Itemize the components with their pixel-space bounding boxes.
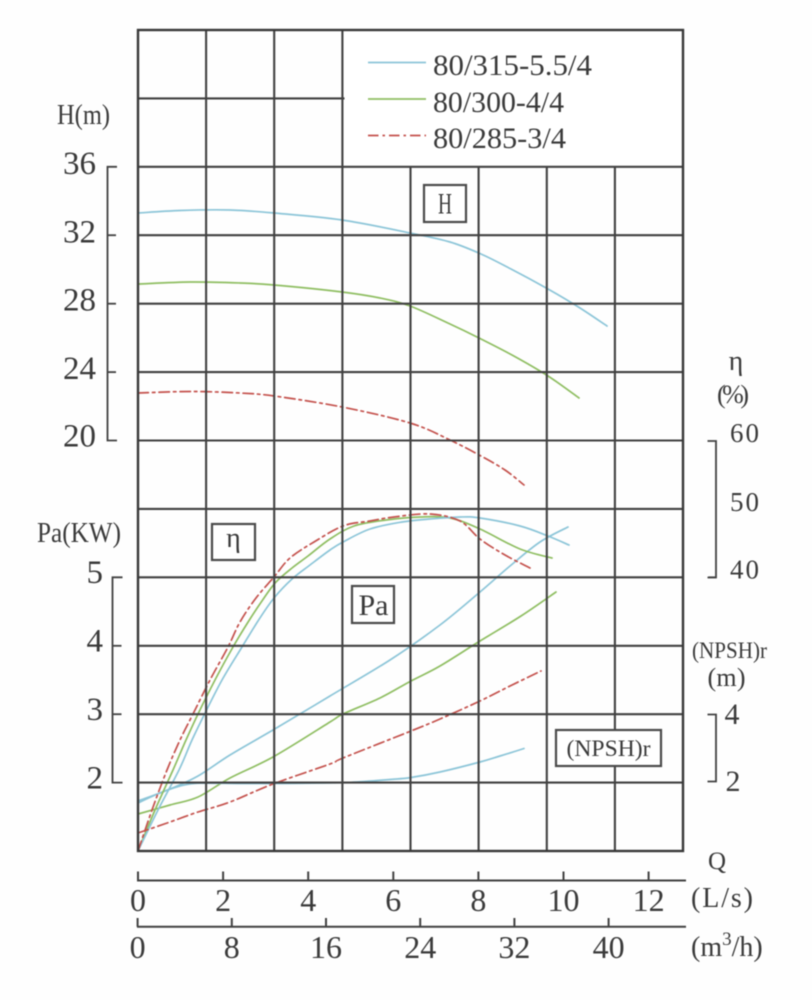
svg-text:(NPSH)r: (NPSH)r <box>692 638 767 663</box>
svg-text:H: H <box>438 188 452 221</box>
svg-text:(NPSH)r: (NPSH)r <box>567 736 651 761</box>
svg-text:4: 4 <box>725 698 740 731</box>
svg-text:80/300-4/4: 80/300-4/4 <box>433 86 564 119</box>
svg-text:10: 10 <box>548 882 580 918</box>
svg-text:4: 4 <box>300 882 316 918</box>
svg-text:40: 40 <box>730 555 759 585</box>
svg-text:3: 3 <box>87 692 104 728</box>
svg-text:28: 28 <box>63 283 96 319</box>
svg-text:80/285-3/4: 80/285-3/4 <box>433 122 566 155</box>
svg-text:40: 40 <box>593 929 625 965</box>
svg-text:4: 4 <box>87 624 104 660</box>
svg-text:0: 0 <box>130 882 146 918</box>
svg-text:Q: Q <box>708 848 726 875</box>
svg-text:H(m): H(m) <box>57 100 110 131</box>
svg-text:36: 36 <box>63 146 96 182</box>
svg-text:12: 12 <box>633 882 665 918</box>
svg-text:20: 20 <box>63 419 96 455</box>
svg-text:60: 60 <box>730 418 759 448</box>
svg-text:(L/s): (L/s) <box>691 883 753 914</box>
svg-text:η: η <box>729 346 744 377</box>
svg-text:50: 50 <box>730 487 759 517</box>
svg-text:(m3/h): (m3/h) <box>691 929 763 963</box>
svg-text:80/315-5.5/4: 80/315-5.5/4 <box>433 49 592 82</box>
svg-text:6: 6 <box>385 882 401 918</box>
svg-text:16: 16 <box>310 929 342 965</box>
svg-text:2: 2 <box>215 882 231 918</box>
svg-text:24: 24 <box>404 929 436 965</box>
svg-text:5: 5 <box>87 555 104 591</box>
svg-text:8: 8 <box>224 929 240 965</box>
svg-text:2: 2 <box>726 765 741 798</box>
svg-text:Pa(KW): Pa(KW) <box>37 518 121 549</box>
svg-text:2: 2 <box>87 760 104 796</box>
svg-text:8: 8 <box>470 882 486 918</box>
svg-text:Pa: Pa <box>359 589 389 622</box>
svg-text:η: η <box>226 523 241 554</box>
svg-text:24: 24 <box>63 351 96 387</box>
svg-text:(%): (%) <box>717 380 749 409</box>
svg-text:32: 32 <box>63 214 96 250</box>
svg-text:(m): (m) <box>708 663 746 692</box>
svg-text:0: 0 <box>130 929 146 965</box>
svg-text:32: 32 <box>498 929 530 965</box>
